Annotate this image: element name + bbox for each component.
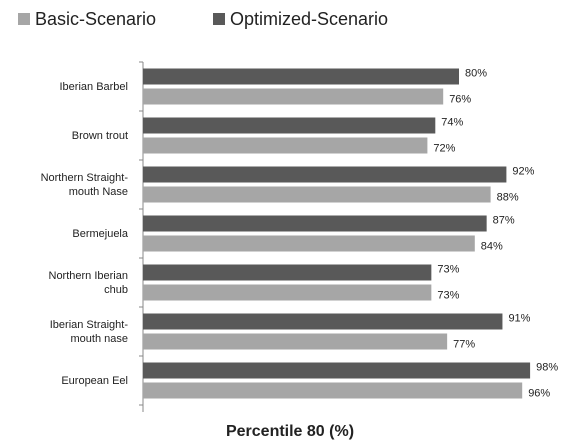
bar [143,382,523,399]
value-label: 73% [437,263,459,275]
value-label: 74% [441,116,463,128]
value-label: 98% [536,361,558,373]
bar [143,117,436,134]
value-label: 76% [449,93,471,105]
value-label: 91% [508,312,530,324]
category-label: Bermejuela [72,227,128,240]
bar [143,362,531,379]
value-label: 72% [433,142,455,154]
bar [143,68,459,85]
legend-swatch [213,13,225,25]
bar [143,284,432,301]
value-label: 87% [493,214,515,226]
legend-label: Basic-Scenario [35,9,156,29]
bar [143,333,448,350]
category-label: Northern Iberian chub [48,269,129,296]
value-label: 88% [497,191,519,203]
category-label: Northern Straight- mouth Nase [40,171,128,198]
bar [143,137,428,154]
value-label: 84% [481,240,503,252]
category-label: Iberian Barbel [59,80,129,93]
category-label: Brown trout [71,129,128,142]
bar [143,186,491,203]
legend-label: Optimized-Scenario [230,9,388,29]
value-label: 96% [528,387,550,399]
value-label: 77% [453,338,475,350]
bar [143,215,487,232]
bar [143,313,503,330]
value-label: 73% [437,289,459,301]
value-label: 92% [512,165,534,177]
x-axis-title: Percentile 80 (%) [226,423,354,440]
bar [143,166,507,183]
value-label: 80% [465,67,487,79]
bar [143,264,432,281]
category-label: Iberian Straight- mouth nase [49,318,128,345]
bar [143,235,475,252]
category-label: European Eel [61,374,128,387]
legend-swatch [18,13,30,25]
bar [143,88,444,105]
